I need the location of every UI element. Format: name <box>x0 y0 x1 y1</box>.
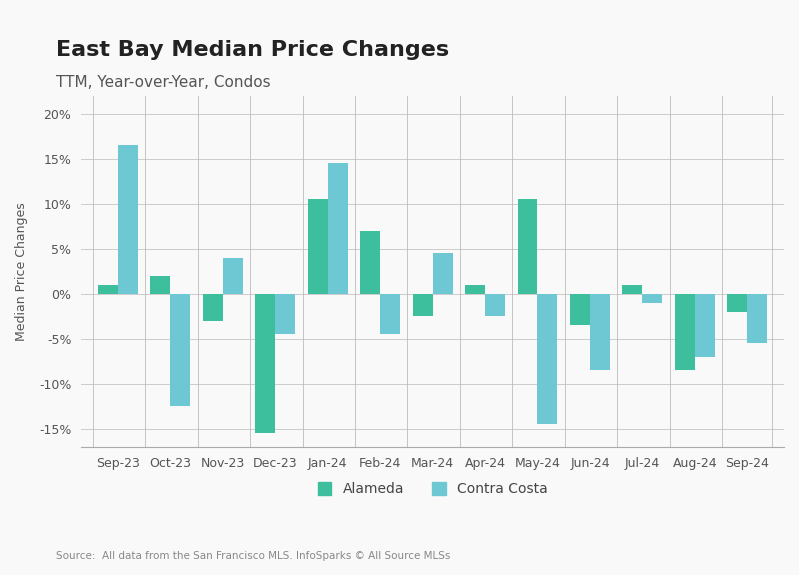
Bar <box>432 253 452 294</box>
Bar <box>747 294 767 343</box>
Text: Source:  All data from the San Francisco MLS. InfoSparks © All Source MLSs: Source: All data from the San Francisco … <box>56 551 451 561</box>
Bar <box>308 199 328 294</box>
Legend: Alameda, Contra Costa: Alameda, Contra Costa <box>311 476 555 503</box>
Bar <box>412 294 432 316</box>
Bar <box>727 294 747 312</box>
Bar <box>118 145 138 294</box>
Bar <box>360 231 380 294</box>
Bar <box>590 294 610 370</box>
Bar <box>485 294 505 316</box>
Bar <box>622 285 642 294</box>
Bar <box>203 294 223 321</box>
Bar <box>256 294 276 434</box>
Bar <box>380 294 400 334</box>
Bar <box>465 285 485 294</box>
Bar <box>695 294 715 357</box>
Text: East Bay Median Price Changes: East Bay Median Price Changes <box>56 40 449 60</box>
Bar <box>276 294 295 334</box>
Bar <box>538 294 558 424</box>
Text: TTM, Year-over-Year, Condos: TTM, Year-over-Year, Condos <box>56 75 271 90</box>
Bar <box>675 294 695 370</box>
Bar <box>642 294 662 303</box>
Bar <box>570 294 590 325</box>
Bar <box>150 276 170 294</box>
Bar <box>328 163 348 294</box>
Bar <box>170 294 190 407</box>
Bar <box>98 285 118 294</box>
Bar <box>223 258 243 294</box>
Bar <box>518 199 538 294</box>
Y-axis label: Median Price Changes: Median Price Changes <box>15 202 28 340</box>
